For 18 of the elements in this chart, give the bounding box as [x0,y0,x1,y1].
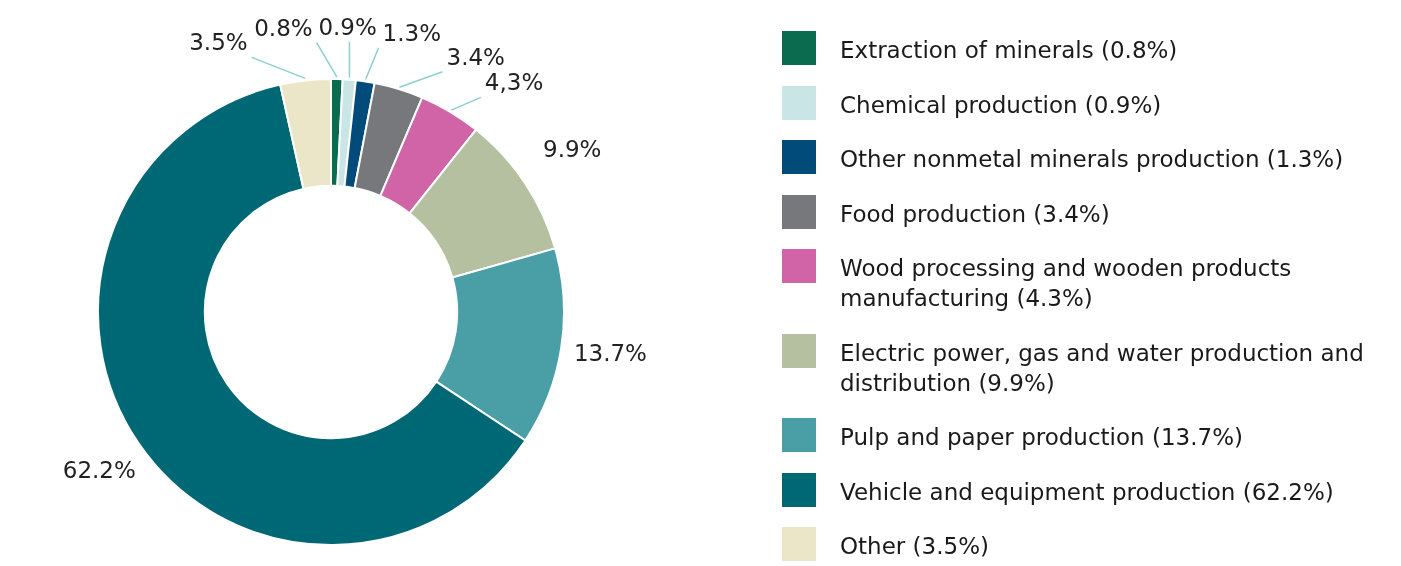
legend-label: Chemical production (0.9%) [840,90,1163,120]
legend-label: Pulp and paper production (13.7%) [840,423,1244,452]
legend-label: Other (3.5%) [840,532,990,561]
legend-label: Food production (3.4%) [840,199,1111,229]
data-label: 3.5% [189,29,248,56]
data-label: 0.9% [318,13,377,40]
legend-label: Wood processing and wooden products manufacturing (4.3%) [840,254,1293,313]
data-label: 4,3% [484,69,544,96]
data-label: 1.3% [382,19,442,46]
data-label: 62.2% [62,456,136,483]
legend-label: Extraction of minerals (0.8%) [840,36,1179,65]
data-label: 0.8% [254,14,313,41]
data-label: 13.7% [573,340,647,367]
legend-label: Electric power, gas and water production and distribution (9.9%) [840,338,1365,398]
data-label: 3.4% [446,43,505,70]
legend-label: Other nonmetal minerals production (1.3%) [840,145,1345,174]
data-label: 9.9% [543,136,602,163]
legend-label: Vehicle and equipment production (62.2%) [840,477,1335,507]
